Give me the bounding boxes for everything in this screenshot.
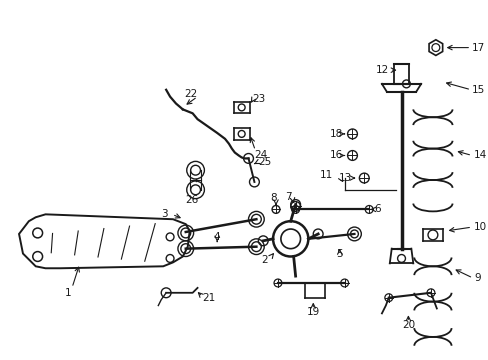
Text: 1: 1 <box>64 288 71 298</box>
Text: 22: 22 <box>184 89 197 99</box>
Text: 6: 6 <box>373 204 380 215</box>
Text: 11: 11 <box>319 170 332 180</box>
Text: 26: 26 <box>184 195 198 204</box>
Text: 19: 19 <box>306 307 319 318</box>
Text: 21: 21 <box>202 293 215 303</box>
Text: 23: 23 <box>252 94 265 104</box>
Text: 4: 4 <box>213 232 220 242</box>
Text: 17: 17 <box>471 42 485 53</box>
Text: 7: 7 <box>285 192 291 202</box>
Text: 12: 12 <box>375 65 388 75</box>
Text: 3: 3 <box>161 209 168 219</box>
Text: 9: 9 <box>473 273 480 283</box>
Text: 8: 8 <box>270 193 277 203</box>
Text: 5: 5 <box>336 248 343 258</box>
Text: 25: 25 <box>258 157 271 167</box>
Text: 16: 16 <box>329 150 342 161</box>
Text: 13: 13 <box>339 173 352 183</box>
Text: 24: 24 <box>254 150 267 161</box>
Text: 14: 14 <box>473 150 487 161</box>
Text: 10: 10 <box>473 222 486 232</box>
Text: 2: 2 <box>261 256 267 265</box>
Text: 20: 20 <box>401 320 414 330</box>
Text: 15: 15 <box>471 85 485 95</box>
Text: 18: 18 <box>329 129 342 139</box>
